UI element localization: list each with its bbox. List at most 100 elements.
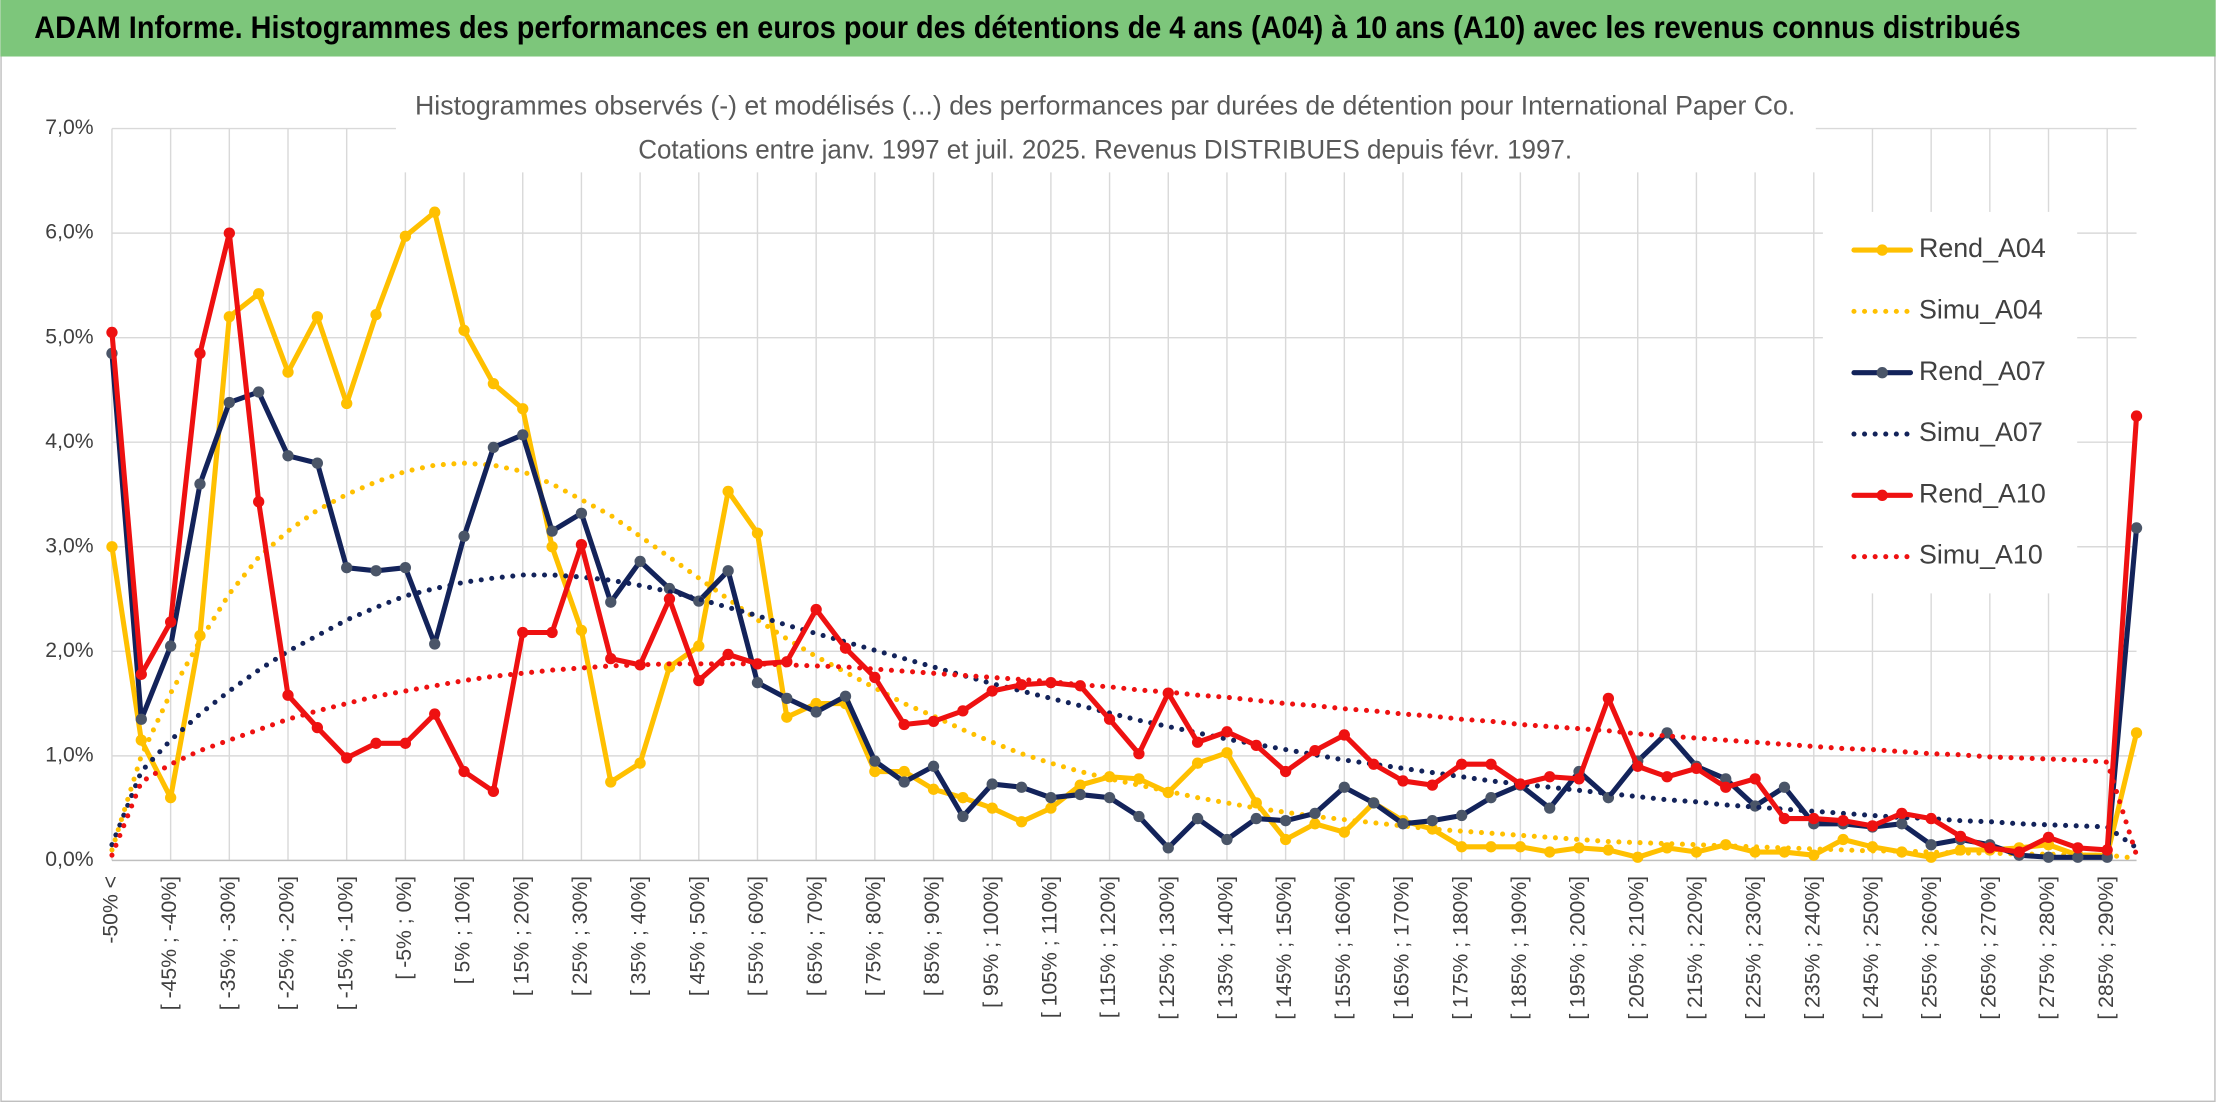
series-marker	[1720, 773, 1732, 785]
series-marker	[458, 765, 470, 778]
legend-marker	[1876, 489, 1888, 501]
series-line	[109, 230, 2140, 855]
series-line	[109, 350, 2140, 860]
series-marker	[1133, 748, 1145, 760]
series-marker	[2013, 846, 2025, 858]
series-marker	[1426, 823, 1438, 835]
x-tick-label: [ 275% ; 280%]	[2036, 876, 2059, 1020]
series-marker	[927, 715, 940, 728]
series-marker	[1808, 849, 1820, 861]
x-tick-label: [ 215% ; 220%]	[1684, 876, 1707, 1020]
series-marker	[1338, 826, 1350, 838]
series-marker	[1279, 833, 1292, 846]
series-marker	[1015, 816, 1028, 828]
legend-label: Simu_A10	[1919, 540, 2043, 570]
series-marker	[1896, 807, 1908, 820]
series-marker	[1221, 747, 1233, 759]
series-marker	[1221, 833, 1233, 846]
series-marker	[1397, 775, 1409, 787]
series-marker	[1103, 713, 1116, 725]
series-marker	[986, 778, 998, 790]
series-marker	[1514, 778, 1527, 790]
series-marker	[1015, 781, 1028, 793]
series-marker	[575, 539, 588, 551]
chart-subtitle: Histogrammes observés (-) et modélisés (…	[415, 90, 1795, 120]
series-marker	[194, 478, 206, 490]
legend-label: Rend_A04	[1919, 233, 2046, 263]
series-marker	[898, 718, 910, 731]
series-marker	[898, 776, 910, 788]
series-marker	[1309, 818, 1321, 830]
series-marker	[1250, 812, 1262, 825]
series-marker	[546, 541, 558, 553]
series-marker	[1925, 839, 1937, 851]
series-marker	[1045, 792, 1057, 804]
series-marker	[1544, 802, 1556, 814]
y-tick-label: 4,0%	[45, 430, 93, 453]
series-marker	[1925, 851, 1937, 863]
series-marker	[1045, 802, 1057, 814]
series-marker	[1456, 809, 1468, 822]
series-marker	[1632, 760, 1644, 772]
x-tick-label: [ 225% ; 230%]	[1743, 876, 1766, 1020]
x-tick-label: [ -25% ; -20%]	[276, 876, 299, 1010]
series-marker	[1133, 773, 1145, 785]
series-marker	[370, 737, 382, 749]
y-tick-label: 0,0%	[45, 848, 93, 871]
series-marker	[1808, 812, 1820, 825]
x-tick-label: [ 115% ; 120%]	[1097, 876, 1120, 1018]
series-marker	[253, 386, 265, 398]
series-marker	[2072, 851, 2084, 863]
series-marker	[164, 792, 177, 804]
y-tick-label: 5,0%	[45, 325, 93, 348]
series-marker	[487, 378, 500, 390]
series-marker	[1426, 815, 1438, 827]
series-marker	[282, 366, 294, 378]
x-tick-label: [ 65% ; 70%]	[804, 876, 827, 996]
series-marker	[1426, 779, 1438, 791]
series-marker	[1015, 679, 1028, 691]
legend-label: Simu_A07	[1919, 417, 2043, 447]
series-marker	[1544, 846, 1556, 858]
series-marker	[1602, 692, 1615, 705]
series-marker	[517, 403, 529, 415]
series-marker	[1866, 820, 1879, 832]
y-tick-label: 2,0%	[45, 639, 93, 662]
series-marker	[575, 507, 588, 519]
series-marker	[135, 734, 147, 746]
series-marker	[986, 802, 998, 814]
series-marker	[106, 326, 118, 339]
y-tick-label: 1,0%	[45, 743, 93, 766]
series-marker	[2130, 522, 2143, 534]
series-marker	[399, 562, 412, 574]
x-tick-label: [ 235% ; 240%]	[1801, 876, 1824, 1020]
x-tick-label: [ 105% ; 110%]	[1038, 876, 1061, 1018]
series-marker	[1984, 842, 1996, 854]
series-marker	[223, 227, 235, 239]
series-marker	[1103, 792, 1116, 804]
y-tick-label: 3,0%	[45, 534, 93, 557]
series-marker	[253, 288, 265, 300]
series-marker	[839, 690, 852, 702]
header-bar	[0, 0, 2216, 57]
legend-marker	[1876, 244, 1888, 256]
series-marker	[751, 677, 764, 689]
x-tick-label: [ 75% ; 80%]	[862, 876, 885, 996]
series-marker	[135, 713, 147, 725]
series-line	[109, 460, 2140, 861]
x-tick-label: [ 175% ; 180%]	[1449, 876, 1472, 1020]
series-marker	[810, 603, 822, 616]
series-marker	[311, 721, 324, 734]
y-tick-label: 6,0%	[45, 221, 93, 244]
series-marker	[1837, 833, 1849, 846]
series-marker	[1925, 812, 1937, 825]
series-marker	[751, 527, 764, 539]
series-marker	[2130, 727, 2143, 739]
series-marker	[839, 642, 852, 654]
series-marker	[605, 652, 617, 665]
series-marker	[693, 674, 705, 687]
series-marker	[458, 324, 470, 336]
x-tick-label: [ 85% ; 90%]	[921, 876, 944, 996]
legend-label: Rend_A10	[1919, 478, 2046, 508]
